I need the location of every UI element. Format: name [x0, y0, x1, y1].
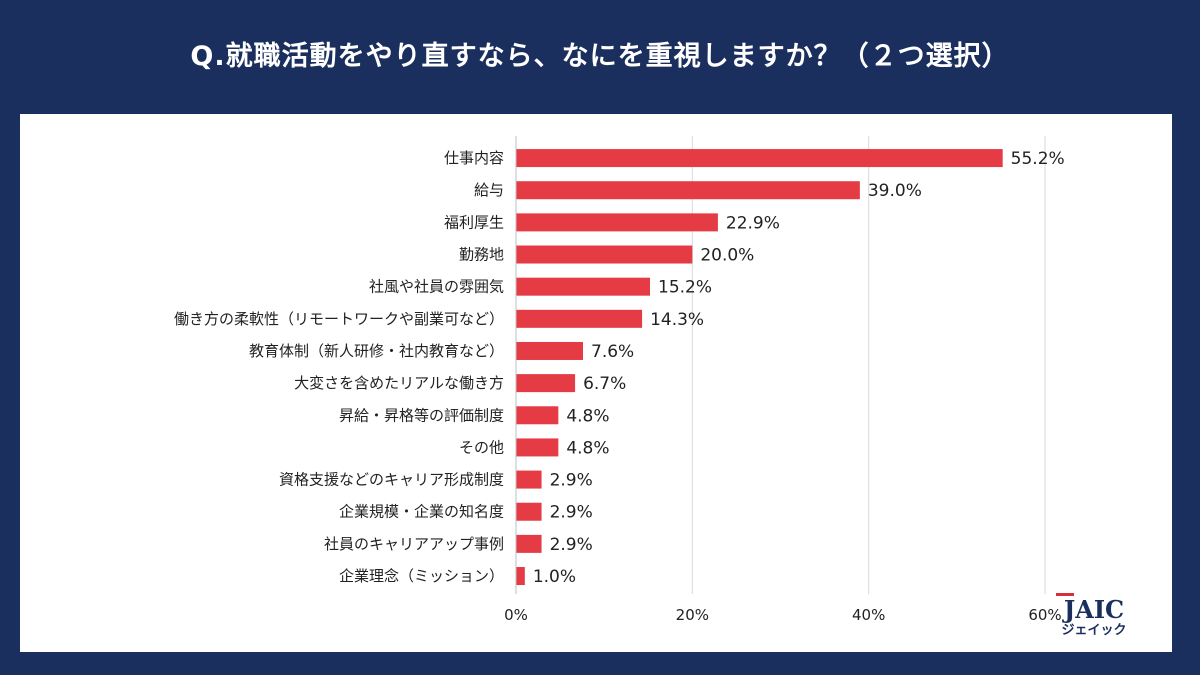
category-label: その他: [459, 438, 504, 456]
x-tick-label: 60%: [1028, 606, 1061, 624]
chart-panel: 0% 20% 40% 60% 仕事内容 55.2% 給与 39.0% 福利厚生 22.9% 勤務地 2…: [20, 114, 1172, 652]
category-label: 教育体制（新人研修・社内教育など）: [249, 342, 504, 360]
value-label: 4.8%: [566, 438, 609, 458]
category-label: 福利厚生: [444, 213, 504, 231]
bar: [516, 181, 860, 200]
category-label: 働き方の柔軟性（リモートワークや副業可など）: [174, 310, 504, 328]
value-label: 1.0%: [533, 567, 576, 587]
bar: [516, 277, 651, 296]
chart-title: Q.就職活動をやり直すなら、なにを重視しますか？（２つ選択）: [190, 41, 1010, 72]
bar: [516, 567, 525, 586]
logo-subtext: ジェイック: [1061, 623, 1127, 638]
category-label: 社員のキャリアアップ事例: [324, 535, 504, 553]
value-label: 39.0%: [868, 181, 922, 201]
value-label: 4.8%: [566, 406, 609, 426]
bar: [516, 438, 559, 457]
bar: [516, 502, 542, 521]
category-label: 資格支援などのキャリア形成制度: [279, 471, 504, 489]
bar: [516, 245, 693, 264]
category-label: 勤務地: [459, 246, 504, 264]
bar: [516, 341, 584, 360]
bar: [516, 374, 576, 393]
labels: 0% 20% 40% 60% 仕事内容 55.2% 給与 39.0% 福利厚生 22.9% 勤務地 2…: [174, 149, 1065, 624]
bar: [516, 213, 718, 232]
value-label: 7.6%: [591, 342, 634, 362]
value-label: 20.0%: [700, 246, 754, 266]
category-label: 企業理念（ミッション）: [339, 567, 504, 585]
bar-chart: 0% 20% 40% 60% 仕事内容 55.2% 給与 39.0% 福利厚生 22.9% 勤務地 2…: [174, 136, 1065, 624]
x-tick-label: 40%: [852, 606, 885, 624]
category-label: 給与: [474, 181, 504, 199]
value-label: 14.3%: [650, 310, 704, 330]
value-label: 2.9%: [550, 535, 593, 555]
x-tick-label: 20%: [676, 606, 709, 624]
category-label: 昇給・昇格等の評価制度: [339, 406, 504, 424]
value-label: 22.9%: [726, 213, 780, 233]
value-label: 2.9%: [550, 471, 593, 491]
bar: [516, 470, 542, 489]
logo-text: JAIC: [1063, 595, 1125, 624]
category-label: 企業規模・企業の知名度: [339, 503, 504, 521]
value-label: 15.2%: [658, 278, 712, 298]
bar: [516, 309, 643, 328]
category-label: 大変さを含めたリアルな働き方: [294, 374, 504, 392]
value-label: 55.2%: [1011, 149, 1065, 169]
bar: [516, 406, 559, 425]
category-label: 社風や社員の雰囲気: [369, 278, 504, 296]
jaic-logo: JAIC ジェイック: [1054, 593, 1134, 639]
logo-accent-bar: [1056, 593, 1074, 596]
value-label: 6.7%: [583, 374, 626, 394]
value-label: 2.9%: [550, 503, 593, 523]
bars: [516, 149, 1003, 586]
category-label: 仕事内容: [444, 149, 504, 167]
grid-lines: [515, 136, 1046, 595]
bar: [516, 149, 1003, 168]
bar: [516, 534, 542, 553]
x-tick-label: 0%: [504, 606, 528, 624]
